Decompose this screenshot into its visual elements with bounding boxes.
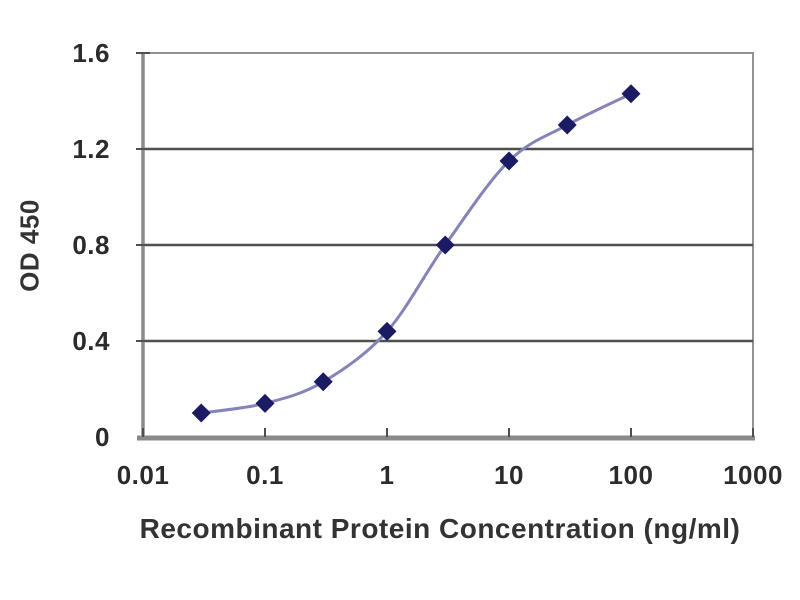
- data-point-marker: [255, 393, 275, 413]
- x-tick-label: 0.1: [246, 460, 284, 490]
- x-axis-title: Recombinant Protein Concentration (ng/ml…: [139, 513, 741, 544]
- series-markers: [191, 84, 641, 423]
- y-tick-label: 0.8: [72, 230, 110, 260]
- x-tick-label: 100: [608, 460, 654, 490]
- y-tick-label: 1.2: [72, 134, 110, 164]
- y-tick-label: 0: [95, 422, 110, 452]
- y-tick-label: 1.6: [72, 38, 110, 68]
- data-point-marker: [191, 403, 211, 423]
- y-tick-label: 0.4: [72, 326, 110, 356]
- axis-ticks: [136, 52, 754, 437]
- y-axis-title: OD 450: [14, 199, 45, 292]
- x-tick-label: 0.01: [116, 460, 170, 490]
- x-tick-label: 1000: [723, 460, 783, 490]
- series-line: [200, 92, 632, 415]
- data-point-marker: [435, 235, 455, 255]
- data-point-marker: [499, 151, 519, 171]
- data-point-marker: [313, 372, 333, 392]
- x-tick-label: 1: [379, 460, 395, 490]
- data-point-marker: [557, 115, 577, 135]
- x-tick-label: 10: [494, 460, 524, 490]
- data-point-marker: [621, 84, 641, 104]
- data-point-marker: [377, 321, 397, 341]
